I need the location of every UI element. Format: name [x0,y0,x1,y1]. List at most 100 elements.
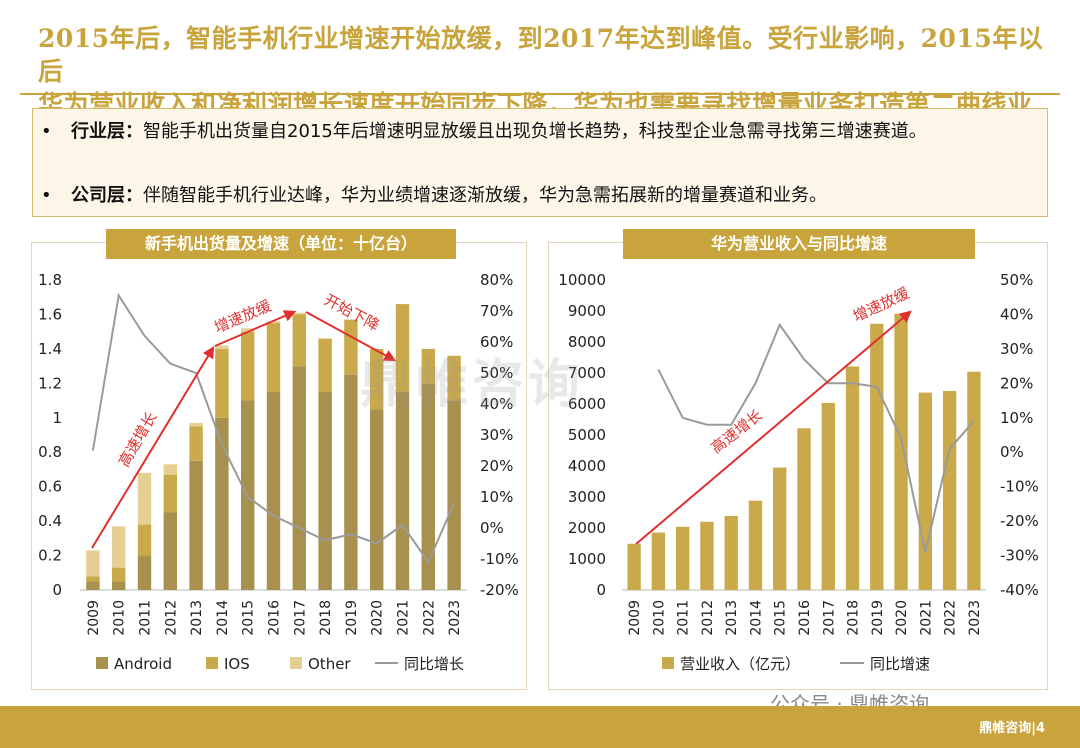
summary-box: • 行业层：智能手机出货量自2015年后增速明显放缓且出现负增长趋势，科技型企业急… [32,108,1048,217]
shipment-bar-IOS [163,474,178,513]
summary-item-company: • 公司层：伴随智能手机行业达峰，华为业绩增速逐渐放缓，华为急需拓展新的增量赛道和… [41,183,1021,209]
revenue-bar-营业收入（亿元） [675,526,690,590]
revenue-bar-营业收入（亿元） [797,428,811,590]
item-text: 智能手机出货量自2015年后增速明显放缓且出现负增长趋势，科技型企业急需寻找第三… [143,121,927,142]
revenue-bar-营业收入（亿元） [845,366,860,590]
shipment-x-tick: 2022 [421,600,437,636]
shipment-bar-Android [369,409,384,590]
shipment-bar-IOS [215,348,229,418]
legend-swatch-revenue [662,657,674,669]
revenue-bar-营业收入（亿元） [724,515,738,590]
legend-label-Android: Android [114,655,172,673]
shipment-bar-Other [215,345,229,349]
revenue-bar-营业收入（亿元） [773,467,787,590]
shipment-bar-Android [266,391,281,590]
shipment-y2-tick: -20% [480,581,519,599]
revenue-x-tick: 2020 [894,600,910,636]
shipment-bar-Android [447,400,461,590]
shipment-y-tick: 0.8 [38,443,62,461]
shipment-bar-Other [111,526,126,568]
revenue-bar-营业收入（亿元） [748,500,763,590]
revenue-y-tick: 4000 [568,457,606,475]
shipment-x-tick: 2020 [370,600,386,636]
shipment-bar-Android [215,417,229,590]
shipment-bar-IOS [111,567,126,582]
shipment-bar-Android [163,512,178,590]
shipment-x-tick: 2017 [292,600,308,636]
shipment-x-tick: 2013 [189,600,205,636]
title-line-1: 2015年后，智能手机行业增速开始放缓，到2017年达到峰值。受行业影响，201… [38,24,1044,86]
revenue-y-tick: 10000 [558,271,606,289]
shipment-x-tick: 2019 [344,600,360,636]
shipment-x-tick: 2014 [215,600,231,636]
shipment-y-tick: 0.2 [38,547,62,565]
shipment-y2-tick: 0% [480,519,504,537]
revenue-x-tick: 2022 [943,600,959,636]
revenue-chart-title: 华为营业收入与同比增速 [623,229,975,259]
shipment-bar-Other [163,464,178,475]
footer-brand: 鼎帷咨询|4 [979,721,1045,736]
shipment-x-tick: 2010 [112,600,128,636]
shipment-bar-Other [292,312,307,315]
revenue-y-tick: 9000 [568,302,606,320]
shipment-y2-tick: 70% [480,302,513,320]
revenue-y-tick: 0 [596,581,606,599]
shipment-bar-IOS [421,348,436,384]
shipment-bar-IOS [292,314,307,367]
shipment-bar-Android [395,391,410,590]
revenue-bar-营业收入（亿元） [821,402,835,590]
shipment-bar-IOS [266,323,281,392]
shipment-bar-Android [292,366,307,590]
legend-label-Other: Other [308,655,351,673]
summary-item-industry: • 行业层：智能手机出货量自2015年后增速明显放缓且出现负增长趋势，科技型企业急… [41,119,1021,145]
shipment-x-tick: 2012 [163,600,179,636]
growth-slowing-arrow [214,310,297,347]
revenue-y2-tick: -10% [1000,478,1039,496]
revenue-y2-tick: 40% [1000,305,1033,323]
revenue-y2-tick: 20% [1000,374,1033,392]
shipment-y2-tick: 80% [480,271,513,289]
shipment-growth-line [91,292,456,565]
shipment-bar-Other [137,472,152,525]
item-title: 公司层： [71,185,143,206]
shipment-bar-Android [318,391,332,590]
revenue-x-tick: 2018 [846,600,862,636]
revenue-growth-line [657,322,975,553]
title-divider [20,93,1060,95]
shipment-x-tick: 2021 [396,600,412,636]
revenue-bar-营业收入（亿元） [894,313,908,590]
shipment-bar-Android [344,374,358,590]
legend-label-revenue: 营业收入（亿元） [680,655,800,673]
shipment-y2-tick: 40% [480,395,513,413]
revenue-y-tick: 2000 [568,519,606,537]
revenue-high-growth-arrow [635,310,912,545]
revenue-y2-tick: 0% [1000,443,1024,461]
shipment-bar-Other [240,328,255,332]
legend-label-IOS: IOS [224,655,250,673]
revenue-x-tick: 2014 [748,600,764,636]
shipment-y-tick: 1.2 [38,374,62,392]
shipment-bar-IOS [137,524,152,556]
legend-swatch-Other [290,657,302,669]
revenue-y-tick: 3000 [568,488,606,506]
shipment-bar-IOS [240,331,255,401]
revenue-bar-营业收入（亿元） [870,323,884,590]
start-decline-arrow [305,311,397,362]
revenue-y2-tick: 10% [1000,409,1033,427]
revenue-y-tick: 6000 [568,395,606,413]
shipment-y-tick: 1.4 [38,340,62,358]
shipment-y2-tick: 10% [480,488,513,506]
bullet-dot: • [41,185,52,206]
revenue-y2-tick: -20% [1000,512,1039,530]
shipment-bar-IOS [189,426,203,461]
legend-label-yoy: 同比增速 [870,655,930,673]
revenue-bar-营业收入（亿元） [627,543,641,590]
shipment-y-tick: 1.8 [38,271,62,289]
shipment-chart-title: 新手机出货量及增速（单位：十亿台） [106,229,456,259]
legend-label-growth: 同比增长 [404,655,464,673]
shipment-y-tick: 0.6 [38,478,62,496]
shipment-y2-tick: -10% [480,550,519,568]
shipment-y-tick: 0.4 [38,512,62,530]
shipment-bar-Android [86,581,100,590]
revenue-x-tick: 2023 [967,600,983,636]
